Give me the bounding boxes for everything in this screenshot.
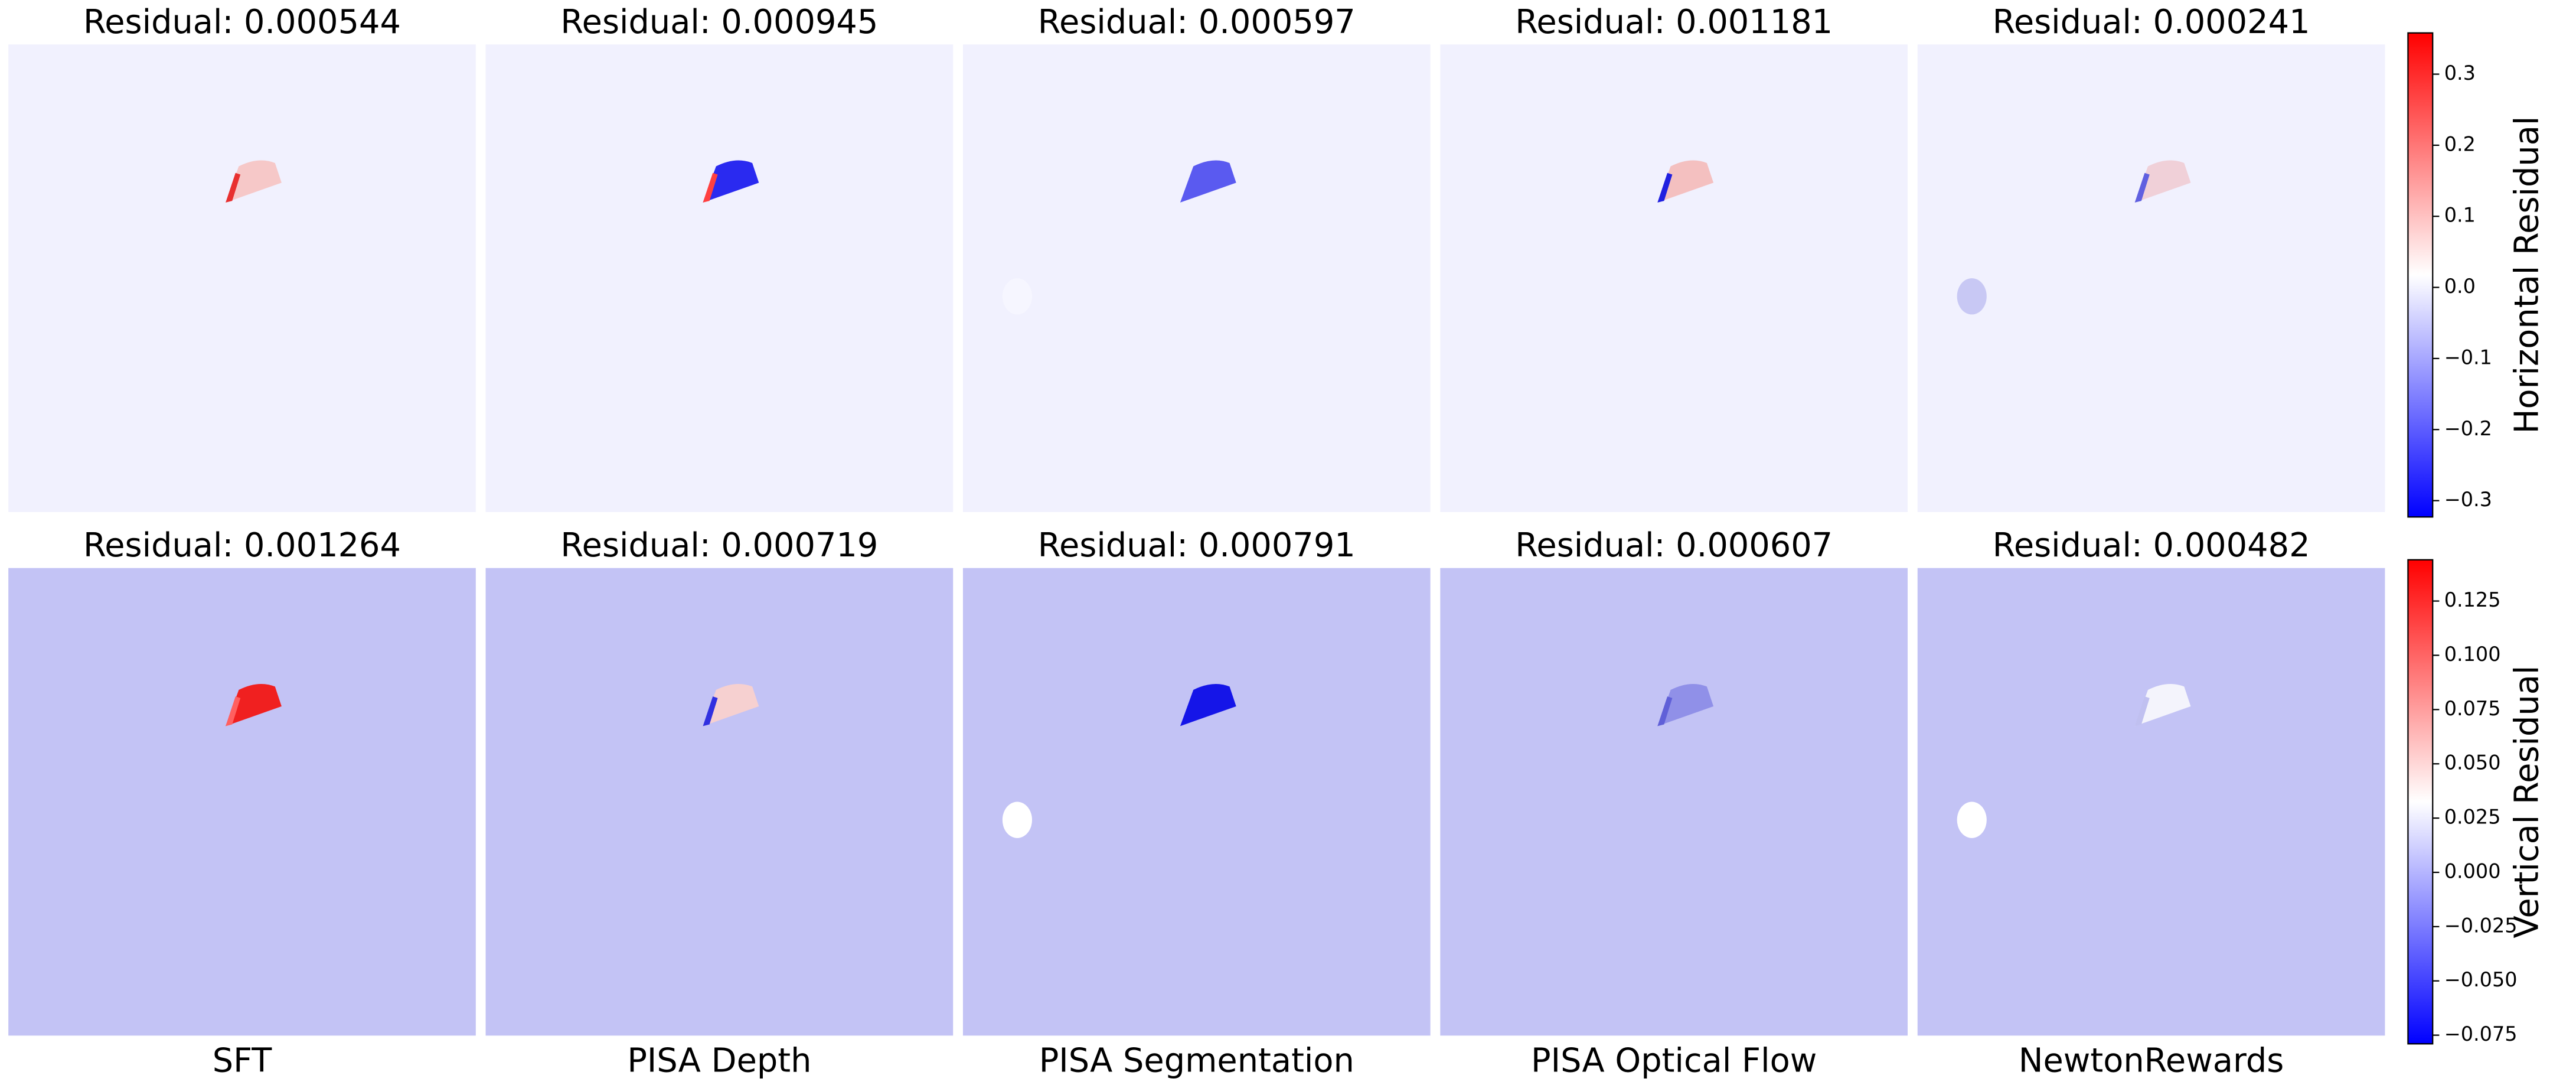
residual-blob-small <box>1002 801 1033 838</box>
column-label: NewtonRewards <box>2019 1042 2284 1080</box>
residual-blob <box>2134 683 2191 726</box>
residual-edge <box>2134 172 2150 203</box>
heatmap-panel <box>8 44 476 512</box>
colorbar-tick-label: −0.3 <box>2444 488 2492 511</box>
heatmap-panel <box>962 44 1431 512</box>
heatmap-panel <box>8 568 476 1036</box>
colorbar-tick-label: −0.1 <box>2444 346 2492 369</box>
heatmap-panel <box>1917 568 2385 1036</box>
panel-title: Residual: 0.000791 <box>1038 526 1356 565</box>
residual-edge <box>703 172 718 203</box>
colorbar-tick-label: 0.0 <box>2444 275 2476 298</box>
residual-edge <box>703 696 718 726</box>
residual-blob <box>703 160 759 203</box>
heatmap-panel <box>485 44 954 512</box>
residual-blob <box>2134 160 2191 203</box>
colorbar-tick-label: −0.075 <box>2444 1022 2518 1045</box>
residual-blob <box>226 160 282 203</box>
colorbar-tick-label: 0.000 <box>2444 859 2501 882</box>
colorbar-tick-label: 0.025 <box>2444 806 2501 829</box>
colorbar-tick-label: 0.3 <box>2444 61 2476 84</box>
column-label: PISA Optical Flow <box>1531 1042 1817 1080</box>
panel-title: Residual: 0.000544 <box>83 3 401 41</box>
residual-edge <box>2134 696 2150 726</box>
panel-title: Residual: 0.000607 <box>1515 526 1833 565</box>
colorbar-label: Vertical Residual <box>2508 666 2546 939</box>
colorbar <box>2407 32 2434 518</box>
panel-title: Residual: 0.001181 <box>1515 3 1833 41</box>
colorbar-tick-label: 0.075 <box>2444 697 2501 720</box>
residual-blob-small <box>1957 801 1987 838</box>
residual-blob-small <box>1957 278 1987 315</box>
heatmap-panel <box>1917 44 2385 512</box>
residual-blob <box>226 683 282 726</box>
colorbar-tick-label: −0.025 <box>2444 914 2518 937</box>
heatmap-panel <box>1440 568 1908 1036</box>
panel-title: Residual: 0.000241 <box>1993 3 2310 41</box>
panel-title: Residual: 0.001264 <box>83 526 401 565</box>
colorbar-label: Horizontal Residual <box>2508 116 2546 434</box>
column-label: SFT <box>213 1042 272 1080</box>
heatmap-panel <box>485 568 954 1036</box>
residual-edge <box>1657 696 1673 726</box>
panel-title: Residual: 0.000719 <box>560 526 878 565</box>
panel-title: Residual: 0.000482 <box>1993 526 2310 565</box>
residual-blob <box>1657 160 1714 203</box>
column-label: PISA Depth <box>627 1042 811 1080</box>
residual-blob <box>1180 683 1236 726</box>
colorbar-tick-label: −0.2 <box>2444 417 2492 440</box>
residual-blob <box>1657 683 1714 726</box>
colorbar-tick-label: 0.1 <box>2444 204 2476 227</box>
heatmap-panel <box>1440 44 1908 512</box>
residual-blob <box>703 683 759 726</box>
residual-edge <box>1657 172 1673 203</box>
colorbar-tick-label: 0.125 <box>2444 588 2501 611</box>
colorbar-tick-label: 0.050 <box>2444 751 2501 774</box>
column-label: PISA Segmentation <box>1039 1042 1354 1080</box>
colorbar-tick-label: 0.100 <box>2444 643 2501 666</box>
panel-title: Residual: 0.000597 <box>1038 3 1356 41</box>
residual-edge <box>226 696 241 726</box>
heatmap-panel <box>962 568 1431 1036</box>
colorbar-tick-label: −0.050 <box>2444 968 2518 991</box>
panel-title: Residual: 0.000945 <box>560 3 878 41</box>
colorbar <box>2407 559 2434 1045</box>
residual-blob <box>1180 160 1236 203</box>
residual-edge <box>226 172 241 203</box>
residual-blob-small <box>1002 278 1033 315</box>
colorbar-tick-label: 0.2 <box>2444 132 2476 155</box>
